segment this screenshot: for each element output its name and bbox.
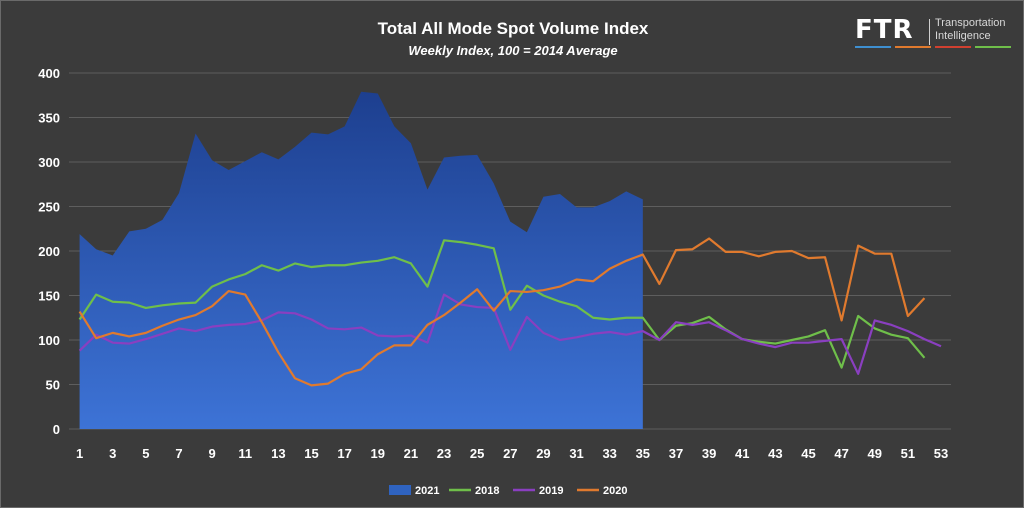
x-tick-label: 49	[868, 446, 882, 461]
y-tick-label: 400	[38, 66, 60, 81]
legend-label-2019: 2019	[539, 485, 563, 497]
y-tick-label: 250	[38, 200, 60, 215]
x-tick-label: 15	[304, 446, 318, 461]
line-layer	[78, 237, 942, 387]
x-tick-label: 11	[238, 446, 252, 461]
x-tick-label: 21	[404, 446, 418, 461]
logo-bar	[975, 46, 1011, 48]
y-tick-label: 150	[38, 289, 60, 304]
x-tick-label: 31	[569, 446, 583, 461]
logo-divider	[929, 19, 930, 45]
x-tick-label: 7	[175, 446, 182, 461]
y-tick-label: 200	[38, 244, 60, 259]
logo-bar	[935, 46, 971, 48]
y-tick-label: 50	[46, 378, 60, 393]
legend-label-2021: 2021	[415, 485, 439, 497]
legend-label-2018: 2018	[475, 485, 499, 497]
x-tick-label: 29	[536, 446, 550, 461]
logo-bar	[895, 46, 931, 48]
x-tick-label: 45	[801, 446, 815, 461]
x-tick-label: 1	[76, 446, 83, 461]
x-tick-label: 35	[636, 446, 650, 461]
x-tick-label: 43	[768, 446, 782, 461]
x-tick-label: 39	[702, 446, 716, 461]
x-tick-label: 53	[934, 446, 948, 461]
x-tick-label: 27	[503, 446, 517, 461]
series-line-2020	[78, 237, 926, 387]
x-tick-label: 13	[271, 446, 285, 461]
logo-bar	[855, 46, 891, 48]
x-tick-label: 19	[371, 446, 385, 461]
x-tick-label: 33	[602, 446, 616, 461]
y-tick-label: 300	[38, 155, 60, 170]
series-line-2018	[78, 239, 926, 369]
x-tick-label: 5	[142, 446, 149, 461]
x-tick-label: 25	[470, 446, 484, 461]
legend-swatch-2021	[389, 485, 411, 495]
series-area-2021	[79, 91, 643, 429]
x-tick-label: 9	[209, 446, 216, 461]
logo-line-1: Transportation	[935, 17, 1006, 29]
x-tick-label: 3	[109, 446, 116, 461]
y-tick-label: 350	[38, 111, 60, 126]
chart-title: Total All Mode Spot Volume Index	[377, 19, 649, 38]
x-tick-label: 17	[337, 446, 351, 461]
ftr-logo: FTR Transportation Intelligence	[849, 13, 1019, 53]
y-tick-label: 0	[53, 422, 60, 437]
x-tick-label: 51	[901, 446, 915, 461]
legend-label-2020: 2020	[603, 485, 627, 497]
logo-mark: FTR	[855, 15, 914, 45]
x-tick-label: 37	[669, 446, 683, 461]
y-tick-label: 100	[38, 333, 60, 348]
chart-subtitle: Weekly Index, 100 = 2014 Average	[408, 43, 618, 58]
x-tick-label: 41	[735, 446, 749, 461]
x-tick-label: 23	[437, 446, 451, 461]
logo-line-2: Intelligence	[935, 30, 991, 42]
legend: 2021 2018 2019 2020	[389, 485, 627, 497]
series-line-2019	[78, 293, 942, 375]
x-tick-label: 47	[834, 446, 848, 461]
area-layer	[79, 91, 643, 429]
